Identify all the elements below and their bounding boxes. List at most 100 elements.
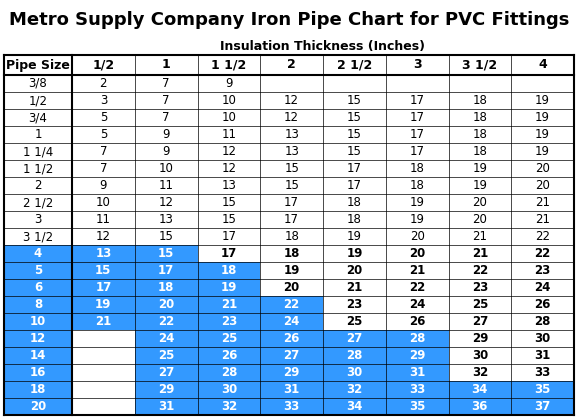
Bar	[72, 245, 135, 262]
Text: 18: 18	[472, 94, 487, 107]
Bar	[198, 381, 260, 398]
Bar	[512, 381, 574, 398]
Text: 18: 18	[472, 128, 487, 141]
Bar	[4, 228, 72, 245]
Text: 10: 10	[159, 162, 173, 175]
Text: 31: 31	[535, 349, 551, 362]
Text: 7: 7	[99, 162, 107, 175]
Text: 7: 7	[162, 111, 170, 124]
Bar	[198, 211, 260, 228]
Text: 9: 9	[225, 77, 232, 90]
Bar	[4, 296, 72, 313]
Text: 17: 17	[410, 145, 425, 158]
Text: 15: 15	[221, 196, 236, 209]
Text: 32: 32	[346, 383, 362, 396]
Text: 8: 8	[34, 298, 42, 311]
Bar	[449, 228, 512, 245]
Bar	[323, 75, 386, 92]
Bar	[512, 194, 574, 211]
Text: 19: 19	[410, 196, 425, 209]
Text: 9: 9	[99, 179, 107, 192]
Text: 27: 27	[283, 349, 300, 362]
Bar	[198, 398, 260, 415]
Text: 20: 20	[535, 162, 550, 175]
Bar	[72, 296, 135, 313]
Bar	[449, 330, 512, 347]
Text: 23: 23	[535, 264, 551, 277]
Bar	[135, 347, 198, 364]
Text: 7: 7	[99, 145, 107, 158]
Bar	[198, 109, 260, 126]
Bar	[135, 245, 198, 262]
Text: 1/2: 1/2	[28, 94, 47, 107]
Text: 10: 10	[96, 196, 111, 209]
Text: 3 1/2: 3 1/2	[23, 230, 53, 243]
Text: 20: 20	[409, 247, 425, 260]
Bar	[449, 347, 512, 364]
Bar	[72, 126, 135, 143]
Text: 12: 12	[96, 230, 111, 243]
Text: 9: 9	[162, 128, 170, 141]
Text: 5: 5	[99, 111, 107, 124]
Bar	[198, 194, 260, 211]
Bar	[72, 194, 135, 211]
Text: 2 1/2: 2 1/2	[337, 59, 372, 72]
Text: 27: 27	[158, 366, 174, 379]
Bar	[260, 126, 323, 143]
Text: 24: 24	[409, 298, 425, 311]
Text: 27: 27	[346, 332, 362, 345]
Bar	[323, 330, 386, 347]
Text: 3: 3	[34, 213, 42, 226]
Text: 3 1/2: 3 1/2	[462, 59, 498, 72]
Text: 32: 32	[221, 400, 237, 413]
Bar	[386, 143, 449, 160]
Bar	[323, 194, 386, 211]
Text: 21: 21	[472, 230, 487, 243]
Text: 17: 17	[410, 111, 425, 124]
Text: 35: 35	[409, 400, 425, 413]
Text: 5: 5	[99, 128, 107, 141]
Text: 31: 31	[158, 400, 174, 413]
Bar	[198, 228, 260, 245]
Bar	[135, 279, 198, 296]
Text: 22: 22	[158, 315, 174, 328]
Text: 3/8: 3/8	[29, 77, 47, 90]
Text: 19: 19	[535, 111, 550, 124]
Text: 17: 17	[95, 281, 112, 294]
Text: 18: 18	[347, 196, 362, 209]
Bar	[512, 109, 574, 126]
Bar	[449, 211, 512, 228]
Text: 3/4: 3/4	[28, 111, 47, 124]
Bar	[512, 143, 574, 160]
Bar	[386, 313, 449, 330]
Text: 15: 15	[347, 145, 362, 158]
Text: 18: 18	[347, 213, 362, 226]
Text: 20: 20	[283, 281, 300, 294]
Text: 1 1/2: 1 1/2	[211, 59, 246, 72]
Bar	[449, 126, 512, 143]
Bar	[135, 228, 198, 245]
Bar	[386, 279, 449, 296]
Bar	[512, 347, 574, 364]
Bar	[4, 347, 72, 364]
Bar	[4, 75, 72, 92]
Bar	[512, 92, 574, 109]
Bar	[72, 75, 135, 92]
Bar	[386, 330, 449, 347]
Text: 33: 33	[535, 366, 551, 379]
Text: 15: 15	[284, 179, 299, 192]
Bar	[198, 126, 260, 143]
Bar	[260, 330, 323, 347]
Bar	[260, 347, 323, 364]
Bar	[323, 398, 386, 415]
Bar	[386, 75, 449, 92]
Text: 18: 18	[30, 383, 46, 396]
Bar	[449, 143, 512, 160]
Text: 12: 12	[30, 332, 46, 345]
Text: 33: 33	[283, 400, 300, 413]
Bar	[198, 160, 260, 177]
Bar	[72, 262, 135, 279]
Text: 29: 29	[409, 349, 425, 362]
Text: 19: 19	[221, 281, 237, 294]
Text: 15: 15	[347, 128, 362, 141]
